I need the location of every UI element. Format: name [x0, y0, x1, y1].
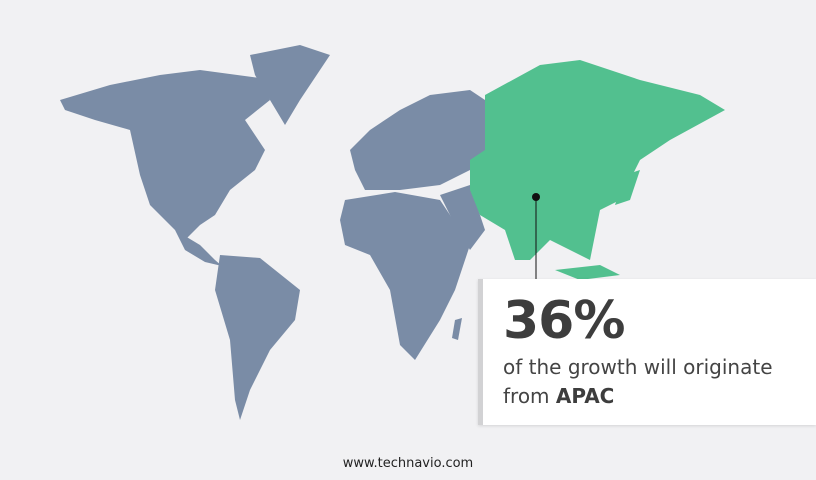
footer-website: www.technavio.com [342, 456, 474, 471]
callout-region: APAC [555, 384, 615, 408]
madagascar [452, 318, 462, 340]
asia [470, 60, 725, 260]
middle-east [440, 185, 485, 250]
callout-text: of the growth will originate [503, 355, 773, 379]
south-america [215, 255, 300, 420]
europe [350, 90, 485, 190]
greenland [250, 45, 330, 125]
central-america [175, 230, 222, 266]
apac-region [470, 60, 725, 280]
africa [340, 192, 470, 360]
callout-description: of the growth will originate from APAC [503, 353, 813, 411]
indonesia [555, 265, 620, 280]
callout-from: from [503, 384, 550, 408]
callout-pointer-dot [532, 193, 540, 201]
japan [615, 170, 640, 205]
growth-percentage: 36% [503, 291, 625, 351]
north-america [60, 70, 270, 240]
callout-card: 36% of the growth will originate from AP… [478, 279, 816, 425]
